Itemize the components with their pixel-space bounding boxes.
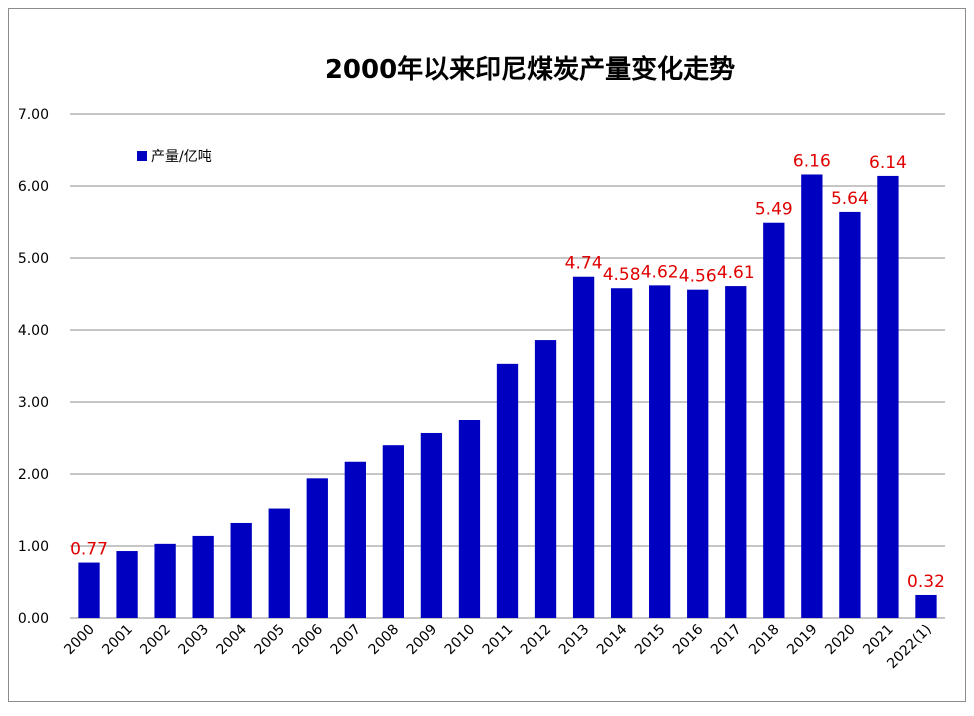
data-label-2015: 4.62 <box>641 262 679 282</box>
x-tick-label: 2017 <box>708 622 745 659</box>
x-tick-label: 2018 <box>746 622 783 659</box>
bar-2015 <box>649 285 671 618</box>
x-tick-label: 2004 <box>214 621 251 658</box>
x-tick-label: 2012 <box>518 622 555 659</box>
x-tick-label: 2016 <box>670 621 707 658</box>
bar-2007 <box>344 461 366 618</box>
bar-2014 <box>610 288 633 618</box>
bar-2008 <box>382 445 405 618</box>
x-tick-label: 2002 <box>137 622 174 659</box>
x-tick-label: 2010 <box>442 622 479 659</box>
data-label-2000: 0.77 <box>70 540 108 560</box>
data-label-2021: 6.14 <box>869 153 907 173</box>
bar-2006 <box>306 478 328 618</box>
data-label-2013: 4.74 <box>565 254 603 274</box>
y-tick-label: 6.00 <box>18 179 49 195</box>
x-tick-label: 2014 <box>594 621 631 658</box>
bar-2017 <box>725 286 747 618</box>
bar-2009 <box>420 432 443 618</box>
y-tick-label: 4.00 <box>18 323 49 339</box>
bar-2019 <box>801 174 823 619</box>
x-tick-label: 2020 <box>822 622 859 659</box>
bars <box>78 174 937 619</box>
x-axis: 2000 2001 2002 2003 2004 2005 2006 2007 2008 2009… <box>61 621 934 672</box>
bar-2010 <box>458 420 481 618</box>
x-tick-label: 2003 <box>175 622 212 659</box>
bar-2022(1) <box>915 594 937 618</box>
bar-2016 <box>687 289 709 618</box>
y-tick-label: 3.00 <box>18 395 49 411</box>
legend: 产量/亿吨 <box>137 149 212 165</box>
y-tick-label: 2.00 <box>18 467 49 483</box>
x-tick-label: 2019 <box>784 622 821 659</box>
data-label-2016: 4.56 <box>679 267 717 287</box>
data-label-2019: 6.16 <box>793 151 831 171</box>
bar-2021 <box>877 175 899 619</box>
bar-2018 <box>763 222 785 618</box>
bar-2004 <box>230 522 252 618</box>
x-tick-label: 2009 <box>404 622 441 659</box>
bar-2011 <box>496 363 519 618</box>
y-tick-label: 5.00 <box>18 251 49 267</box>
bar-2002 <box>154 543 176 618</box>
bar-2000 <box>78 562 100 618</box>
bar-2013 <box>572 276 595 618</box>
y-axis: 0.00 1.00 2.00 3.00 4.00 5.00 6.00 7.00 <box>18 107 49 627</box>
x-tick-label: 2001 <box>99 622 136 659</box>
legend-swatch <box>137 151 147 161</box>
y-tick-label: 1.00 <box>18 539 49 555</box>
chart-title: 2000年以来印尼煤炭产量变化走势 <box>325 54 735 85</box>
gridlines <box>70 113 945 619</box>
x-tick-label: 2011 <box>480 622 517 659</box>
x-tick-label: 2015 <box>632 622 669 659</box>
bar-2020 <box>839 211 861 619</box>
data-label-2014: 4.58 <box>603 265 641 285</box>
y-tick-label: 0.00 <box>18 611 49 627</box>
bar-2012 <box>534 340 557 618</box>
x-tick-label: 2000 <box>61 622 98 659</box>
data-label-2017: 4.61 <box>717 263 755 283</box>
data-label-2018: 5.49 <box>755 200 793 220</box>
bar-2005 <box>268 508 290 618</box>
y-tick-label: 7.00 <box>18 107 49 123</box>
x-tick-label: 2006 <box>290 621 327 658</box>
legend-label: 产量/亿吨 <box>151 149 212 165</box>
bar-2001 <box>116 551 138 618</box>
data-labels: 0.77 4.744.58 4.62 4.56 4.61 5.49 6.165.646.14… <box>70 151 945 591</box>
data-label-2020: 5.64 <box>831 189 869 209</box>
x-tick-label: 2013 <box>556 622 593 659</box>
data-label-2022(1): 0.32 <box>907 572 945 592</box>
bar-2003 <box>192 535 214 618</box>
x-tick-label: 2005 <box>252 622 289 659</box>
x-tick-label: 2008 <box>366 622 403 659</box>
x-tick-label: 2007 <box>328 622 365 659</box>
